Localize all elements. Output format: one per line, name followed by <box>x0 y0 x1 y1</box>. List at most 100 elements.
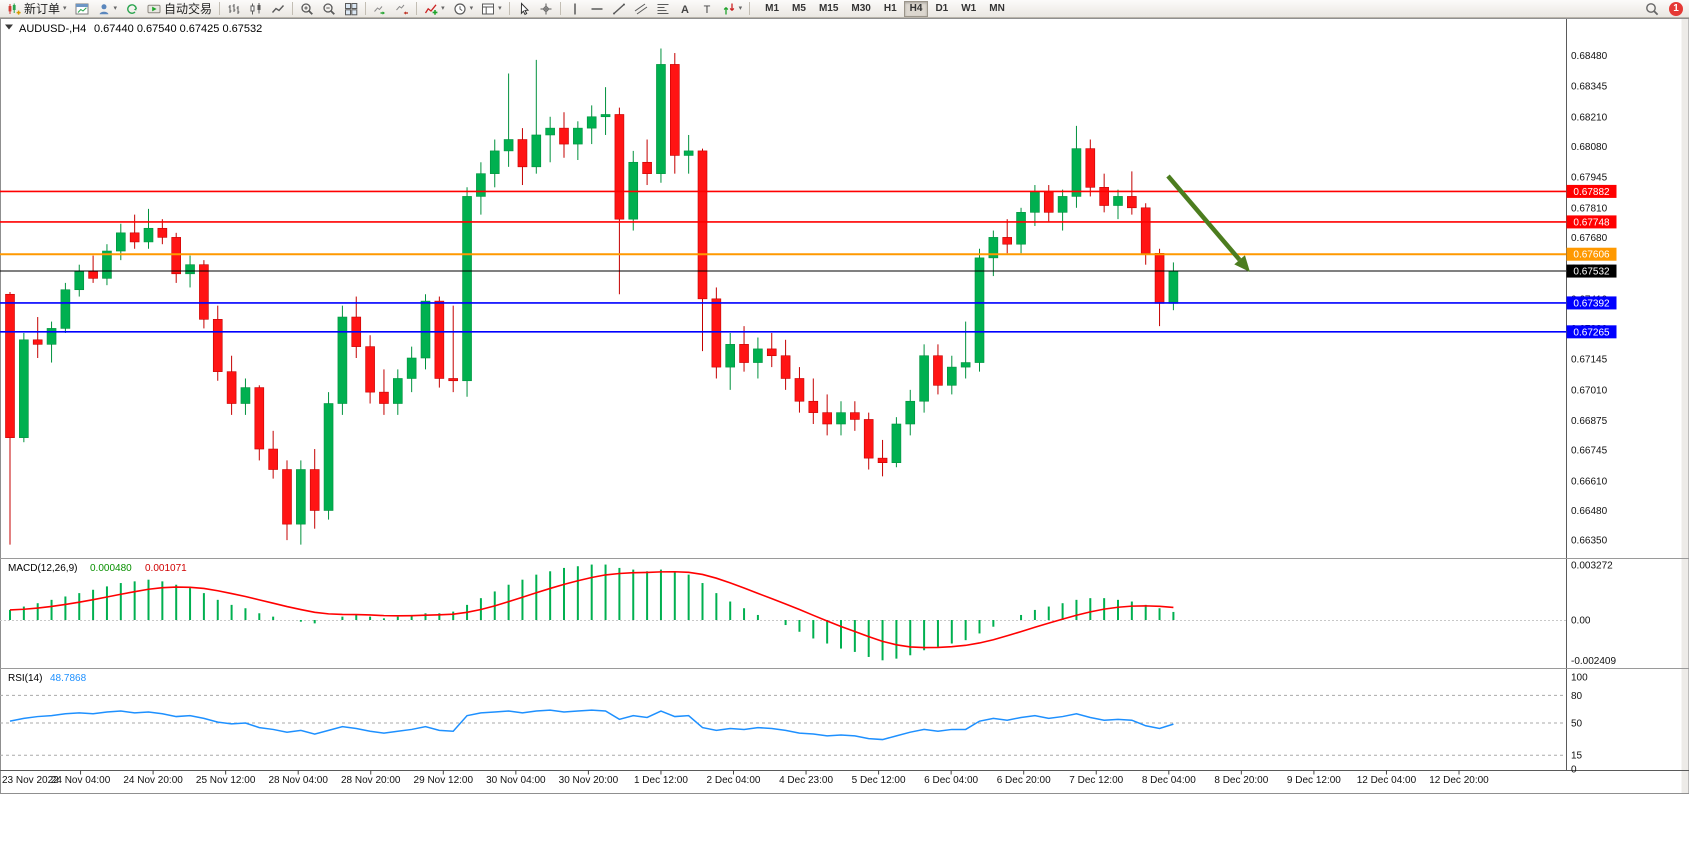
time-axis-label: 5 Dec 12:00 <box>852 775 906 786</box>
candle-body <box>877 457 888 463</box>
candle-body <box>642 161 652 174</box>
timeframe-M30[interactable]: M30 <box>845 1 876 17</box>
toolbar-button-periods[interactable]: ▾ <box>449 1 478 17</box>
timeframe-MN[interactable]: MN <box>983 1 1011 17</box>
rsi-axis-label: 50 <box>1571 719 1583 730</box>
toolbar-button-channel[interactable] <box>630 1 652 17</box>
toolbar-button-chart-shift[interactable] <box>391 1 413 17</box>
time-axis-label: 24 Nov 20:00 <box>123 775 183 786</box>
candle-body <box>545 127 555 136</box>
candle-body <box>946 366 957 386</box>
candle-body <box>406 357 417 379</box>
toolbar-button-arrows[interactable]: ▾ <box>718 1 747 17</box>
toolbar-button-refresh[interactable] <box>121 1 143 17</box>
candle-body <box>379 391 389 404</box>
chart-canvas[interactable]: 0.003272 0.00 -0.002409 100 80 50 15 0 0.68480… <box>0 18 1689 856</box>
candle-body <box>863 419 874 459</box>
timeframe-M5[interactable]: M5 <box>786 1 812 17</box>
toolbar-button-candles-chart[interactable] <box>245 1 267 17</box>
timeframe-M15[interactable]: M15 <box>813 1 844 17</box>
dropdown-caret-icon: ▾ <box>469 5 474 12</box>
timeframe-M1[interactable]: M1 <box>759 1 785 17</box>
timeframe-W1[interactable]: W1 <box>955 1 982 17</box>
timeframe-H1[interactable]: H1 <box>878 1 903 17</box>
candle-body <box>392 378 403 404</box>
timeframe-bar: M1 M5 M15 M30 H1 H4 D1 W1 MN <box>759 0 1011 17</box>
candle-body <box>753 348 763 363</box>
toolbar-button-zoom-out[interactable] <box>318 1 340 17</box>
toolbar-button-text[interactable]: A <box>674 1 696 17</box>
zoom-out-icon <box>323 2 335 15</box>
toolbar-button-vertical-line[interactable] <box>564 1 586 17</box>
toolbar-button-chart-window[interactable] <box>71 1 93 17</box>
bars-chart-icon <box>228 3 240 14</box>
templates-icon <box>482 3 495 14</box>
candle-body <box>102 250 112 279</box>
tile-windows-icon <box>345 2 358 15</box>
rsi-axis-label: 100 <box>1571 673 1588 684</box>
toolbar-button-fibonacci[interactable] <box>652 1 674 17</box>
rsi-panel: 100 80 50 15 0 <box>0 673 1588 776</box>
toolbar-button-line-chart[interactable] <box>267 1 289 17</box>
timeframe-D1[interactable]: D1 <box>929 1 954 17</box>
time-axis-label: 29 Nov 12:00 <box>414 775 474 786</box>
one-click-trading-icon[interactable] <box>5 24 13 30</box>
timeframe-H4[interactable]: H4 <box>903 0 929 17</box>
text-icon: A <box>681 4 689 16</box>
toolbar-button-tile-windows[interactable] <box>340 1 362 17</box>
time-axis-label: 9 Dec 12:00 <box>1287 775 1341 786</box>
candle-body <box>116 232 126 252</box>
time-axis-label: 2 Dec 04:00 <box>707 775 761 786</box>
toolbar-button-templates[interactable]: ▾ <box>477 1 506 17</box>
candle-body <box>725 344 736 368</box>
price-badge <box>1566 215 1617 229</box>
price-axis-label: 0.67945 <box>1571 173 1608 184</box>
candle-body <box>1002 237 1013 245</box>
candle-body <box>1154 253 1165 304</box>
candle-body <box>489 150 500 174</box>
toolbar-button-bars-chart[interactable] <box>223 1 245 17</box>
levels-layer <box>0 190 1566 333</box>
candle-body <box>88 271 98 279</box>
indicators-icon <box>425 3 438 15</box>
toolbar-button-new-order[interactable]: 新订单 ▾ <box>3 1 71 17</box>
candle-body <box>974 257 985 363</box>
toolbar-button-autotrading[interactable]: 自动交易 <box>143 1 216 17</box>
right-scrollbar[interactable] <box>1681 19 1689 793</box>
refresh-icon <box>127 3 137 14</box>
candle-body <box>1140 207 1151 254</box>
toolbar-button-crosshair[interactable] <box>535 1 557 17</box>
toolbar-button-text-label[interactable]: T <box>696 1 718 17</box>
rsi-line <box>9 709 1174 741</box>
time-axis-label: 7 Dec 12:00 <box>1069 775 1123 786</box>
toolbar-right: 1 <box>1641 1 1686 17</box>
price-badge <box>1566 247 1617 261</box>
notification-badge[interactable]: 1 <box>1669 1 1683 16</box>
toolbar-button-zoom-in[interactable] <box>296 1 318 17</box>
toolbar-button-horizontal-line[interactable] <box>586 1 608 17</box>
chart-ohlc: 0.67440 0.67540 0.67425 0.67532 <box>94 23 262 35</box>
candle-body <box>808 400 819 413</box>
candles-layer <box>5 48 1179 545</box>
periods-icon <box>453 2 466 15</box>
toolbar-button-auto-scroll[interactable] <box>369 1 391 17</box>
toolbar-button-indicators[interactable]: ▾ <box>420 1 449 17</box>
candle-body <box>683 150 694 156</box>
toolbar-button-search[interactable] <box>1641 1 1663 17</box>
trend-arrow-head[interactable] <box>1234 255 1250 272</box>
auto-scroll-icon <box>374 5 386 15</box>
profiles-icon <box>99 3 108 14</box>
candle-body <box>212 319 223 372</box>
candle-body <box>656 64 666 174</box>
price-axis-label: 0.67680 <box>1571 233 1608 244</box>
trend-arrow-line[interactable] <box>1166 174 1242 262</box>
toolbar-separator <box>416 2 418 15</box>
candle-body <box>129 232 140 243</box>
price-badges-layer: 0.67882 0.67748 0.67606 0.67532 0.67392 0.672… <box>1566 184 1617 339</box>
toolbar-button-profiles[interactable]: ▾ <box>93 1 122 17</box>
toolbar-button-cursor[interactable] <box>513 1 535 17</box>
toolbar-button-trendline[interactable] <box>608 1 630 17</box>
candle-body <box>1030 191 1040 213</box>
toolbar-separator <box>219 2 221 15</box>
